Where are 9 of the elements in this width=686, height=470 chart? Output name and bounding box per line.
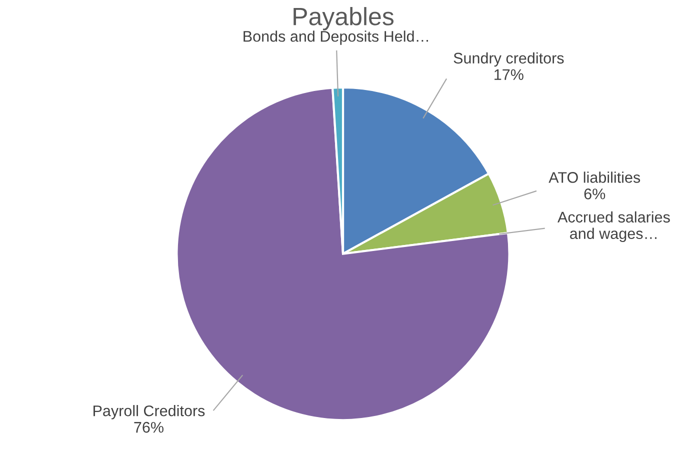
data-label: 17% — [494, 69, 524, 80]
data-label: 76% — [134, 422, 164, 433]
chart-title: Payables — [294, 7, 394, 30]
slice-label: ATO liabilities — [548, 172, 640, 183]
slice-label: Payroll Creditors — [94, 405, 205, 420]
legend-label: Accrued salaries and wages… — [558, 211, 670, 242]
slice-label: Sundry creditors — [454, 52, 564, 67]
data-label: 6% — [584, 188, 606, 200]
slice-label: Bonds and Deposits Held… — [244, 30, 428, 45]
